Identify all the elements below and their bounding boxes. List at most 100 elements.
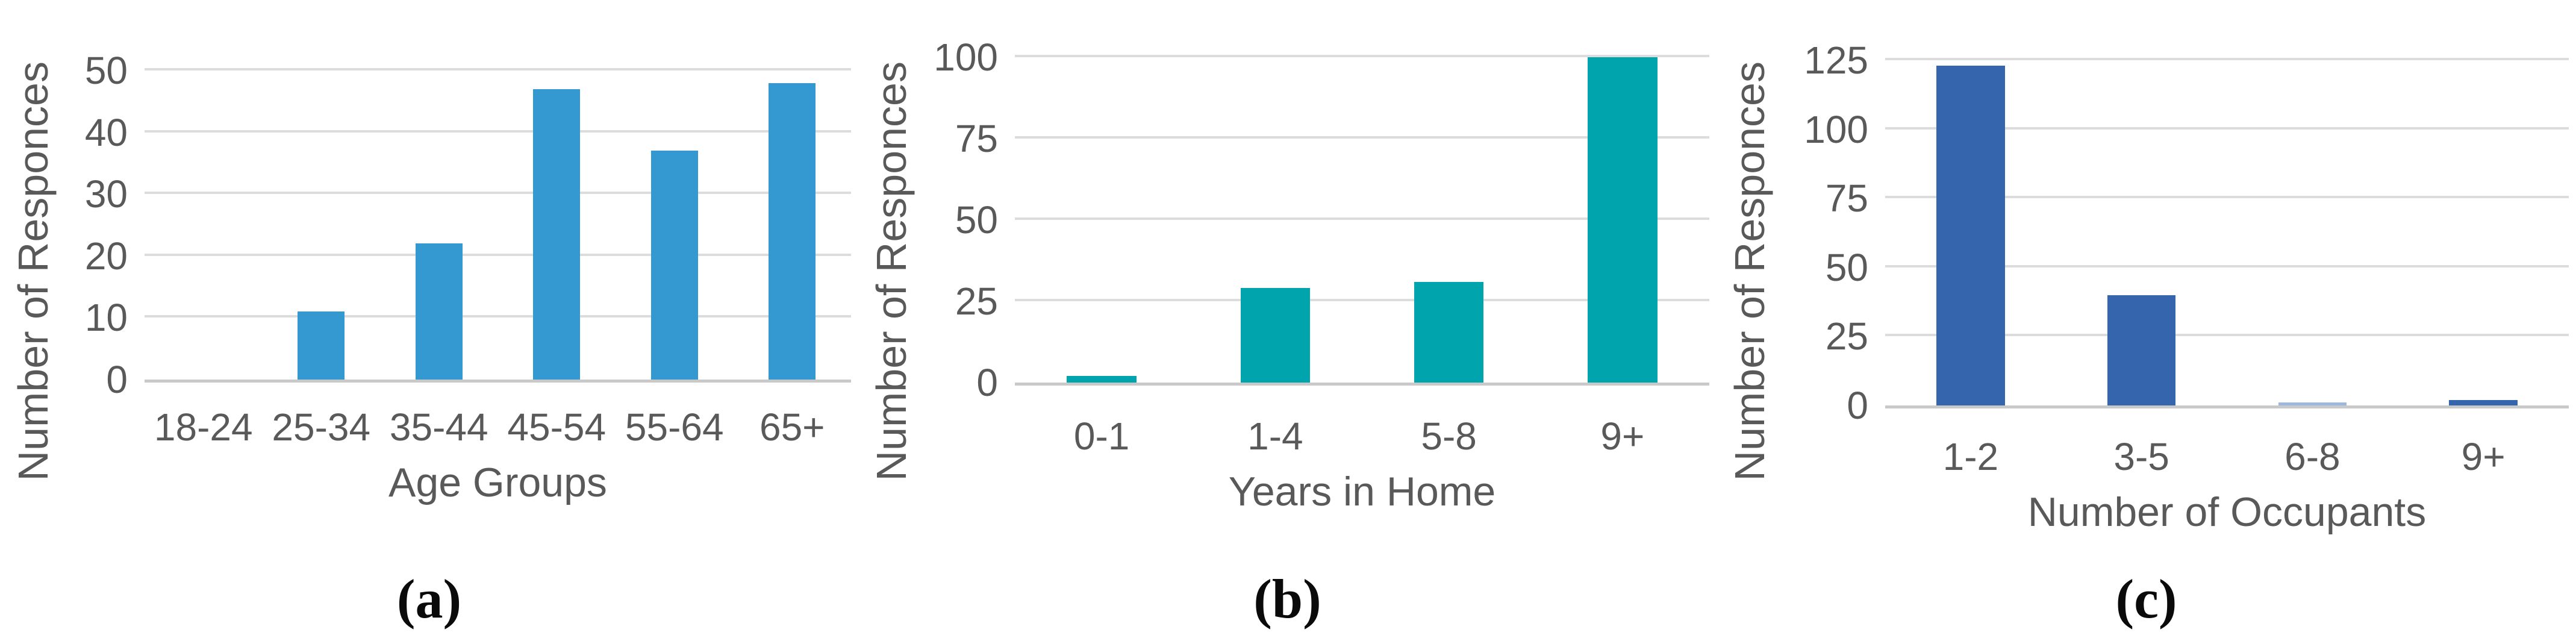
y-axis-title: Number of Responces — [868, 61, 915, 481]
bar-slot — [1188, 57, 1362, 383]
bar-65+ — [769, 83, 816, 380]
plot-column: 18-24 25-34 35-44 45-54 55-64 65+ Age Groups — [145, 0, 851, 542]
chart-area: Number of Responces 0 25 50 75 100 125 1-2 3-5… — [1717, 0, 2576, 542]
gridline — [145, 68, 851, 70]
x-tick-label: 9+ — [1600, 414, 1645, 458]
gridline — [1885, 58, 2569, 60]
panel-caption: (b) — [1253, 568, 1321, 630]
bar-slot — [2056, 60, 2227, 405]
plot-area — [145, 68, 851, 383]
y-tick-label: 100 — [1804, 107, 1868, 151]
gridline — [145, 130, 851, 133]
bar-25-34 — [298, 311, 345, 380]
y-axis-ticks: 0 10 20 30 40 50 — [66, 51, 145, 399]
x-tick-label: 5-8 — [1421, 414, 1477, 458]
y-tick-label: 0 — [976, 361, 998, 404]
x-tick-label: 1-2 — [1942, 435, 1999, 478]
chart-area: Number of Responces 0 10 20 30 40 50 18-24 25-… — [0, 0, 858, 542]
bar-35-44 — [415, 243, 463, 380]
y-tick-label: 125 — [1804, 39, 1868, 82]
bar-1-4 — [1240, 288, 1311, 383]
bar-slot — [263, 70, 381, 380]
y-tick-label: 25 — [955, 280, 998, 323]
chart-panel-occupants: Number of Responces 0 25 50 75 100 125 1-2 3-5… — [1717, 0, 2576, 638]
y-tick-label: 75 — [1825, 177, 1868, 220]
y-axis-title-cell: Number of Responces — [0, 0, 66, 542]
bar-slot — [1885, 60, 2056, 405]
y-axis-title: Number of Responces — [10, 61, 57, 481]
panel-caption: (a) — [396, 568, 462, 630]
chart-panel-years-in-home: Number of Responces 0 25 50 75 100 0-1 1-4 5-8… — [858, 0, 1717, 638]
gridline — [1015, 136, 1709, 139]
bar-0-1 — [1067, 376, 1137, 383]
x-tick-label: 9+ — [2461, 435, 2506, 478]
gridline — [1885, 196, 2569, 199]
y-tick-label: 0 — [106, 358, 128, 401]
bar-9+ — [1588, 57, 1658, 383]
bar-slot — [380, 70, 498, 380]
x-tick-labels: 18-24 25-34 35-44 45-54 55-64 65+ — [145, 408, 851, 446]
gridline — [1885, 127, 2569, 130]
bar-55-64 — [650, 151, 698, 380]
x-tick-label: 55-64 — [625, 405, 724, 449]
y-tick-label: 30 — [84, 172, 128, 216]
bar-series — [1885, 60, 2569, 405]
x-tick-label: 25-34 — [272, 405, 371, 449]
bar-3-5 — [2107, 295, 2176, 405]
x-tick-labels: 1-2 3-5 6-8 9+ — [1885, 437, 2569, 476]
x-tick-label: 0-1 — [1073, 414, 1130, 458]
y-tick-label: 50 — [1825, 245, 1868, 289]
y-tick-label: 50 — [955, 198, 998, 242]
x-tick-label: 65+ — [759, 405, 825, 449]
gridline — [1015, 55, 1709, 57]
gridline — [1015, 299, 1709, 301]
y-tick-label: 0 — [1847, 384, 1868, 427]
bar-6-8 — [2278, 402, 2347, 405]
x-tick-label: 18-24 — [154, 405, 253, 449]
bar-slot — [2398, 60, 2569, 405]
y-tick-label: 100 — [934, 36, 998, 79]
y-tick-label: 10 — [84, 296, 128, 340]
panel-caption: (c) — [2115, 568, 2177, 630]
bar-slot — [1015, 57, 1188, 383]
y-tick-label: 40 — [84, 110, 128, 154]
y-axis-title-cell: Number of Responces — [1717, 0, 1783, 542]
bar-slot — [616, 70, 734, 380]
bar-1-2 — [1936, 66, 2005, 405]
bar-slot — [498, 70, 616, 380]
y-tick-label: 75 — [955, 117, 998, 160]
bar-slot — [145, 70, 263, 380]
bar-slot — [2227, 60, 2398, 405]
y-tick-label: 25 — [1825, 314, 1868, 358]
x-axis-title: Number of Occupants — [2027, 489, 2427, 535]
x-tick-label: 1-4 — [1247, 414, 1303, 458]
gridline — [1885, 264, 2569, 267]
x-tick-label: 35-44 — [389, 405, 488, 449]
plot-area — [1885, 58, 2569, 408]
y-axis-title-cell: Number of Responces — [858, 0, 925, 542]
y-axis-title: Number of Responces — [1726, 61, 1773, 481]
gridline — [145, 315, 851, 318]
bar-5-8 — [1414, 281, 1484, 383]
bar-series — [1015, 57, 1709, 383]
plot-column: 1-2 3-5 6-8 9+ Number of Occupants — [1885, 0, 2569, 542]
bar-45-54 — [533, 89, 581, 380]
plot-area — [1015, 55, 1709, 386]
y-axis-ticks: 0 25 50 75 100 125 — [1783, 41, 1885, 425]
x-tick-label: 6-8 — [2284, 435, 2341, 478]
x-axis-title: Years in Home — [1228, 469, 1496, 514]
x-axis-title: Age Groups — [388, 460, 607, 505]
bar-slot — [1362, 57, 1536, 383]
gridline — [1015, 217, 1709, 220]
bar-series — [145, 70, 851, 380]
y-tick-label: 20 — [84, 234, 128, 278]
gridline — [145, 192, 851, 195]
y-tick-label: 50 — [84, 49, 128, 92]
y-axis-ticks: 0 25 50 75 100 — [925, 38, 1015, 402]
chart-panel-age-groups: Number of Responces 0 10 20 30 40 50 18-24 25-… — [0, 0, 858, 638]
bar-slot — [734, 70, 852, 380]
gridline — [1885, 334, 2569, 337]
plot-column: 0-1 1-4 5-8 9+ Years in Home — [1015, 0, 1709, 542]
bar-9+ — [2449, 399, 2518, 405]
gridline — [145, 253, 851, 256]
